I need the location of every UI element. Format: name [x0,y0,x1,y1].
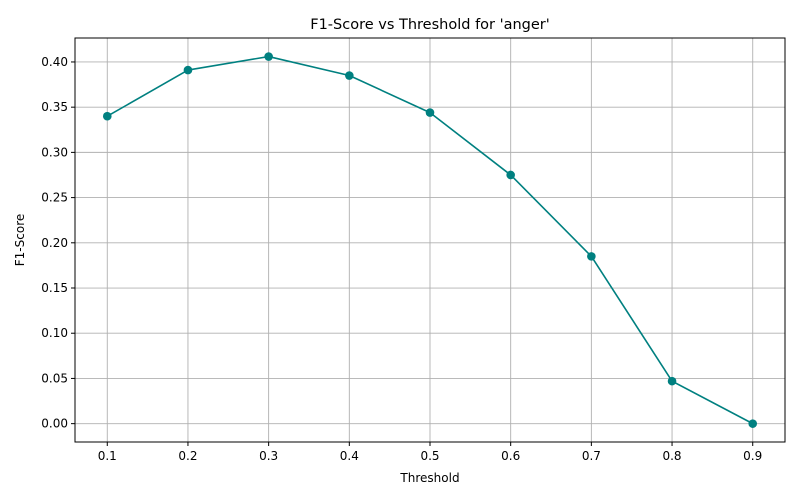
data-point [748,419,758,428]
y-tick-label: 0.10 [41,326,68,340]
x-axis-label: Threshold [399,471,459,485]
x-tick-label: 0.9 [743,449,762,463]
y-tick-label: 0.25 [41,191,68,205]
y-tick-label: 0.05 [41,371,68,385]
data-point [345,71,354,80]
x-tick-label: 0.3 [259,449,278,463]
x-tick-label: 0.2 [178,449,197,463]
x-tick-label: 0.4 [340,449,359,463]
y-tick-label: 0.35 [41,100,68,114]
x-tick-label: 0.1 [98,449,117,463]
data-point [102,111,112,121]
y-tick-label: 0.00 [41,417,68,431]
x-tick-label: 0.6 [501,449,520,463]
chart-title: F1-Score vs Threshold for 'anger' [310,17,550,33]
y-tick-label: 0.15 [41,281,68,295]
data-point [425,108,435,117]
data-point [587,252,596,261]
y-tick-label: 0.40 [41,55,68,69]
data-point [183,65,193,75]
x-tick-label: 0.5 [420,449,439,463]
axis-ticks: 0.1 0.2 0.3 0.4 0.5 0.6 0.7 0.8 0.9 0.00 0.05 0.10 0… [41,55,762,463]
data-point [667,376,677,386]
y-tick-label: 0.30 [41,145,68,159]
data-point [506,170,515,180]
data-point [264,52,273,61]
grid-lines [75,38,785,442]
x-tick-label: 0.7 [582,449,601,463]
y-axis-label: F1-Score [13,214,27,266]
x-tick-label: 0.8 [662,449,681,463]
y-tick-label: 0.20 [41,236,68,250]
series-layer [102,52,758,428]
